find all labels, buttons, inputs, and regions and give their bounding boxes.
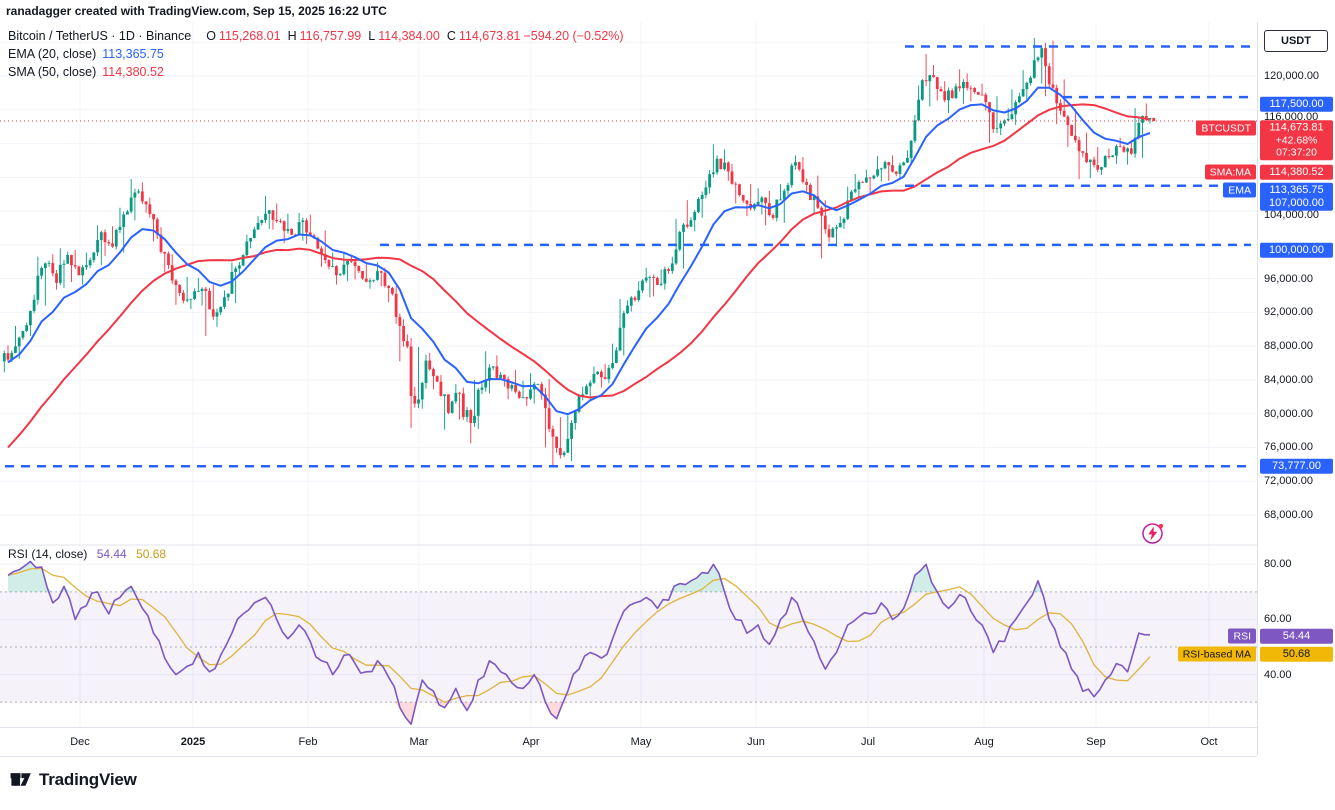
price-tick-label: 72,000.00 xyxy=(1264,475,1313,488)
axis-badge: 117,500.00 xyxy=(1260,96,1333,112)
axis-badge: 50.68 xyxy=(1260,646,1333,662)
ema-label: EMA (20, close) xyxy=(8,47,97,61)
attribution-text: ranadagger created with TradingView.com,… xyxy=(6,4,387,18)
tradingview-logo[interactable]: TradingView xyxy=(8,767,137,792)
sma-value: 114,380.52 xyxy=(102,65,164,79)
rsi-tick-label: 60.00 xyxy=(1264,613,1292,626)
axis-badge: 114,380.52 xyxy=(1260,164,1333,180)
price-tick-label: 104,000.00 xyxy=(1264,209,1320,222)
price-axis[interactable]: USDT 120,000.00 116,000.00 104,000.00 96,00… xyxy=(1257,22,1335,755)
rsi-ma-value: 50.68 xyxy=(136,547,167,561)
price-tick-label: 68,000.00 xyxy=(1264,509,1313,522)
time-axis-label: Dec xyxy=(70,736,90,748)
axis-badge: 54.44 xyxy=(1260,628,1333,644)
time-axis[interactable]: Dec 2025 Feb Mar Apr May Jun Jul Aug Sep Oct xyxy=(0,727,1257,757)
time-axis-label: May xyxy=(630,736,652,748)
price-tick-label: 92,000.00 xyxy=(1264,306,1313,319)
ohlc-values: O 115,268.01 H 116,757.99 L 114,384.00 C 114,67… xyxy=(206,29,624,43)
rsi-label: RSI (14, close) xyxy=(8,547,88,561)
time-axis-label: Sep xyxy=(1086,736,1106,748)
ema-line xyxy=(7,86,1151,416)
rsi-band xyxy=(0,591,1257,703)
rsi-tick-label: 40.00 xyxy=(1264,668,1292,681)
axis-tag-sma-ma: SMA:MA xyxy=(1204,164,1256,180)
time-axis-label: Feb xyxy=(298,736,318,748)
currency-toggle-button[interactable]: USDT xyxy=(1264,30,1328,52)
candles-layer xyxy=(2,38,1156,467)
sma-line xyxy=(7,103,1151,449)
grid-layer xyxy=(0,22,1257,727)
axis-tag-ema: EMA xyxy=(1223,182,1256,198)
rsi-oversold-fill xyxy=(8,702,1150,725)
ema-value: 113,365.75 xyxy=(102,47,164,61)
sma-label: SMA (50, close) xyxy=(8,65,97,79)
rsi-value: 54.44 xyxy=(96,547,127,561)
axis-badge: 100,000.00 xyxy=(1260,242,1333,258)
price-tick-label: 120,000.00 xyxy=(1264,70,1320,83)
axis-badge: 113,365.75 xyxy=(1260,182,1333,198)
price-tick-label: 84,000.00 xyxy=(1264,373,1313,386)
price-tick-label: 88,000.00 xyxy=(1264,340,1313,353)
time-axis-label: 2025 xyxy=(180,736,206,748)
tradingview-brand-text: TradingView xyxy=(39,769,137,789)
rsi-legend-row[interactable]: RSI (14, close) 54.44 50.68 xyxy=(8,547,166,561)
symbol-title: Bitcoin / TetherUS · 1D · Binance xyxy=(8,29,192,43)
price-tick-label: 96,000.00 xyxy=(1264,272,1313,285)
time-axis-label: Jul xyxy=(860,736,876,748)
time-axis-label: Aug xyxy=(974,736,994,748)
time-axis-label: Apr xyxy=(522,736,540,748)
time-axis-label: Oct xyxy=(1200,736,1218,748)
ema-legend-row[interactable]: EMA (20, close) 113,365.75 xyxy=(8,45,624,63)
tradingview-logo-mark xyxy=(10,773,31,786)
price-tick-label: 116,000.00 xyxy=(1264,110,1319,123)
rsi-overbought-fill xyxy=(8,561,1150,592)
rsi-line xyxy=(7,560,1151,726)
axis-badge: 114,673.81 +42.68% 07:37:20 xyxy=(1260,120,1333,160)
axis-tag-rsi: RSI xyxy=(1228,628,1256,644)
axis-tag-rsi-based-ma: RSI-based MA xyxy=(1177,646,1256,662)
symbol-legend-row[interactable]: Bitcoin / TetherUS · 1D · Binance O 115,2… xyxy=(8,27,624,45)
rsi-ma-line xyxy=(7,567,1151,703)
time-axis-label: Jun xyxy=(747,736,765,748)
price-tick-label: 76,000.00 xyxy=(1264,441,1313,454)
flash-icon[interactable] xyxy=(1141,521,1165,545)
axis-badge: 107,000.00 xyxy=(1260,195,1333,211)
sma-legend-row[interactable]: SMA (50, close) 114,380.52 xyxy=(8,63,624,81)
price-tick-label: 80,000.00 xyxy=(1264,407,1313,420)
axis-badge: 73,777.00 xyxy=(1260,458,1333,474)
time-axis-label: Mar xyxy=(409,736,429,748)
chart-canvas[interactable] xyxy=(0,22,1257,727)
rsi-tick-label: 80.00 xyxy=(1264,558,1292,571)
chart-legend: Bitcoin / TetherUS · 1D · Binance O 115,2… xyxy=(8,27,624,81)
axis-tag-btcusdt: BTCUSDT xyxy=(1196,120,1256,136)
